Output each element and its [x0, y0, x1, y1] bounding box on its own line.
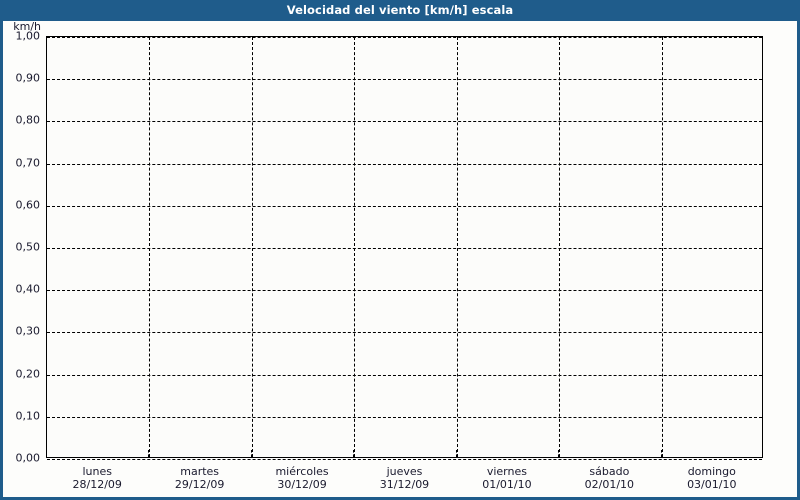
- y-axis-tick-label: 0,40: [15, 282, 41, 296]
- x-axis-tick: [250, 450, 252, 457]
- y-axis-unit-label: km/h: [13, 20, 41, 33]
- gridline-horizontal: [47, 248, 762, 249]
- gridline-horizontal: [47, 37, 762, 38]
- wind-speed-chart: km/h 1,00 0,90 0,80 0,70 0,60 0,50 0,40 0,30 0,2…: [3, 21, 797, 497]
- y-axis-tick-label: 0,20: [15, 367, 41, 381]
- x-axis-tick-label: lunes 28/12/09: [46, 465, 148, 491]
- x-axis-tick-label: viernes 01/01/10: [456, 465, 558, 491]
- x-label-day: sábado: [589, 465, 630, 478]
- gridline-vertical: [251, 37, 253, 457]
- x-axis-tick-label: domingo 03/01/10: [661, 465, 763, 491]
- x-label-date: 02/01/10: [584, 478, 635, 491]
- y-axis-tick-label: 1,00: [15, 29, 41, 43]
- x-label-date: 31/12/09: [379, 478, 430, 491]
- x-axis-tick-label: sábado 02/01/10: [558, 465, 660, 491]
- gridline-vertical: [354, 37, 356, 457]
- gridline-vertical: [661, 37, 663, 457]
- x-axis-tick: [660, 450, 662, 457]
- gridline-vertical: [456, 37, 458, 457]
- gridline-horizontal: [47, 374, 762, 376]
- page-title: Velocidad del viento [km/h] escala: [286, 2, 514, 17]
- x-label-day: domingo: [687, 465, 736, 478]
- y-axis-tick-label: 0,60: [15, 198, 41, 212]
- gridline-horizontal: [47, 205, 762, 207]
- gridline-horizontal: [47, 121, 762, 123]
- x-label-day: lunes: [82, 465, 112, 478]
- x-label-date: 30/12/09: [277, 478, 327, 491]
- gridline-horizontal: [47, 332, 762, 334]
- gridline-vertical: [559, 37, 561, 457]
- gridline-vertical: [149, 37, 151, 457]
- x-axis-tick: [455, 450, 457, 457]
- x-label-day: viernes: [486, 465, 527, 478]
- y-axis-tick-label: 0,30: [15, 324, 41, 338]
- gridline-horizontal: [47, 416, 762, 418]
- x-axis-tick-label: jueves 31/12/09: [353, 465, 455, 491]
- x-axis-tick: [558, 450, 560, 457]
- x-axis-tick-label: miércoles 30/12/09: [251, 465, 353, 491]
- y-axis-tick-label: 0,10: [15, 409, 41, 423]
- y-axis-tick-label: 0,00: [15, 451, 41, 465]
- x-label-day: martes: [180, 465, 220, 478]
- y-axis-tick-label: 0,50: [15, 240, 41, 254]
- x-label-date: 28/12/09: [72, 478, 122, 491]
- x-label-day: miércoles: [275, 465, 329, 478]
- y-axis-tick-label: 0,90: [15, 71, 41, 85]
- x-axis-tick: [353, 450, 355, 457]
- x-label-day: jueves: [386, 465, 423, 478]
- gridline-horizontal: [47, 79, 762, 81]
- x-label-date: 03/01/10: [687, 478, 737, 491]
- x-label-date: 01/01/10: [482, 478, 532, 491]
- plot-area: [46, 36, 763, 460]
- y-axis-tick-label: 0,70: [15, 156, 41, 170]
- x-label-date: 29/12/09: [174, 478, 225, 491]
- gridline-horizontal: [47, 163, 762, 165]
- y-axis-tick-label: 0,80: [15, 113, 41, 127]
- gridline-horizontal: [47, 290, 762, 292]
- x-axis-tick-label: martes 29/12/09: [148, 465, 250, 491]
- window-title-bar: Velocidad del viento [km/h] escala: [0, 0, 800, 21]
- gridline-horizontal: [47, 459, 762, 460]
- x-axis-tick: [148, 450, 150, 457]
